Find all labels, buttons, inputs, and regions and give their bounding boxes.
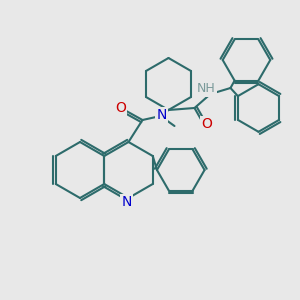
- Text: N: N: [156, 108, 167, 122]
- Text: N: N: [121, 195, 132, 209]
- Text: NH: NH: [197, 82, 216, 95]
- Text: O: O: [115, 101, 126, 115]
- Text: O: O: [201, 117, 212, 131]
